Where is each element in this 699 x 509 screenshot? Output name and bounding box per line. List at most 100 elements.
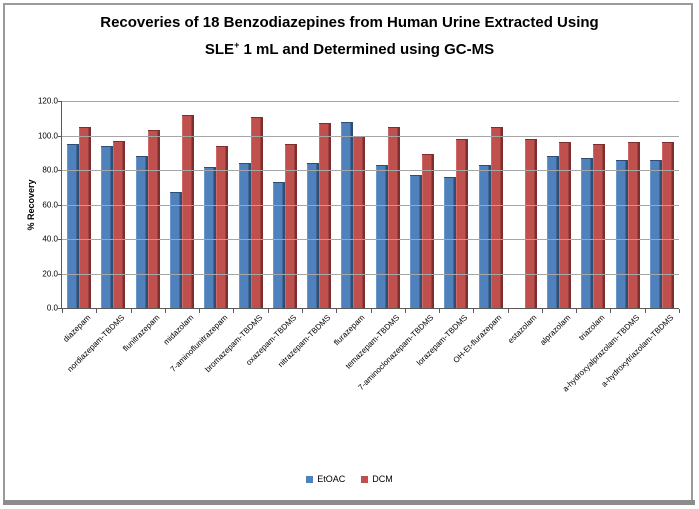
bar-group — [62, 101, 96, 308]
x-axis-tick — [130, 309, 132, 313]
x-axis-tick — [507, 309, 509, 313]
bar-dcm — [490, 126, 503, 308]
legend-label: DCM — [372, 474, 393, 484]
chart-border-bottom — [3, 500, 695, 505]
bar-group — [611, 101, 645, 308]
x-axis-tick — [610, 309, 612, 313]
bar-dcm — [216, 145, 229, 308]
x-axis-tick — [199, 309, 201, 313]
bar-etoac — [67, 144, 80, 308]
y-tick-label: 120.0 — [37, 96, 58, 106]
x-axis-line — [58, 308, 679, 309]
legend-swatch-dcm — [361, 475, 369, 483]
bar-dcm — [181, 114, 194, 308]
bar-etoac — [135, 156, 148, 308]
x-category-label: midazolam — [161, 313, 196, 347]
y-tick-label: 40.0 — [42, 234, 58, 244]
bar-group — [508, 101, 542, 308]
bar-group — [473, 101, 507, 308]
x-axis-tick — [576, 309, 578, 313]
y-axis-tick — [58, 170, 62, 171]
x-category-label: flurazepam — [332, 313, 367, 348]
bar-group — [96, 101, 130, 308]
legend-label: EtOAC — [317, 474, 346, 484]
gridline — [62, 170, 679, 171]
bar-group — [199, 101, 233, 308]
bar-dcm — [79, 126, 92, 308]
x-axis-tick — [233, 309, 235, 313]
bar-group — [165, 101, 199, 308]
gridline — [62, 273, 679, 275]
x-axis-tick — [267, 309, 269, 313]
x-category-label: alprazolam — [538, 313, 573, 348]
bar-etoac — [169, 192, 182, 308]
y-axis-tick — [58, 273, 62, 275]
x-axis-tick — [164, 309, 166, 313]
y-axis-tick — [58, 308, 62, 309]
x-axis-tick — [473, 309, 475, 313]
bar-group — [439, 101, 473, 308]
bar-etoac — [341, 121, 354, 308]
gridline — [62, 239, 679, 240]
x-axis-tick — [301, 309, 303, 313]
bar-etoac — [478, 164, 491, 308]
bar-etoac — [307, 163, 320, 308]
x-axis-tick — [644, 309, 646, 313]
legend-item-dcm: DCM — [361, 474, 393, 484]
y-axis-tick — [58, 239, 62, 240]
bar-etoac — [444, 176, 457, 308]
legend: EtOAC DCM — [0, 474, 699, 484]
y-tick-label: 0.0 — [46, 303, 58, 313]
bar-group — [371, 101, 405, 308]
x-axis-tick — [404, 309, 406, 313]
bar-group — [542, 101, 576, 308]
bar-etoac — [581, 157, 594, 308]
x-category-label: flunitrazepam — [120, 313, 162, 354]
bar-etoac — [649, 159, 662, 308]
y-axis-tick — [58, 135, 62, 137]
bar-group — [233, 101, 267, 308]
bar-etoac — [409, 175, 422, 308]
gridline — [62, 204, 679, 206]
x-category-label: estazolam — [505, 313, 539, 346]
bar-dcm — [113, 140, 126, 308]
y-axis-tick-labels: 120.0 100.0 80.0 60.0 40.0 20.0 0.0 — [18, 97, 58, 313]
bar-group — [302, 101, 336, 308]
legend-swatch-etoac — [306, 475, 314, 483]
chart-title-line1: Recoveries of 18 Benzodiazepines from Hu… — [100, 14, 599, 31]
bar-dcm — [319, 123, 332, 308]
bar-dcm — [661, 142, 674, 308]
x-axis-tick — [336, 309, 338, 313]
y-tick-label: 80.0 — [42, 165, 58, 175]
x-axis-tick — [439, 309, 441, 313]
x-category-label: triazolam — [577, 313, 607, 343]
y-tick-label: 100.0 — [37, 131, 58, 140]
bar-etoac — [101, 145, 114, 308]
gridline — [62, 101, 679, 102]
x-axis-tick — [96, 309, 98, 313]
plot-area — [62, 101, 679, 308]
bar-group — [405, 101, 439, 308]
bar-group — [576, 101, 610, 308]
bar-dcm — [456, 138, 469, 308]
x-axis-tick — [541, 309, 543, 313]
bar-group — [268, 101, 302, 308]
bar-group — [131, 101, 165, 308]
superscript-plus: + — [234, 40, 240, 50]
bar-dcm — [147, 130, 160, 308]
bar-etoac — [238, 163, 251, 308]
bar-dcm — [421, 154, 434, 308]
x-axis-tick — [679, 309, 680, 313]
bar-dcm — [593, 144, 606, 308]
y-axis-tick — [58, 204, 62, 206]
y-axis-tick — [58, 101, 62, 102]
x-axis-category-labels: diazepam nordiazepam-TBDMS flunitrazepam mi… — [62, 310, 679, 442]
y-tick-label: 20.0 — [42, 269, 58, 278]
bar-dcm — [387, 126, 400, 308]
bar-etoac — [547, 156, 560, 308]
legend-item-etoac: EtOAC — [306, 474, 345, 484]
x-category-label: a-hydroxytriazolam-TBDMS — [599, 313, 676, 389]
bar-dcm — [353, 135, 366, 308]
y-tick-label: 60.0 — [42, 200, 58, 209]
bar-etoac — [272, 182, 285, 308]
